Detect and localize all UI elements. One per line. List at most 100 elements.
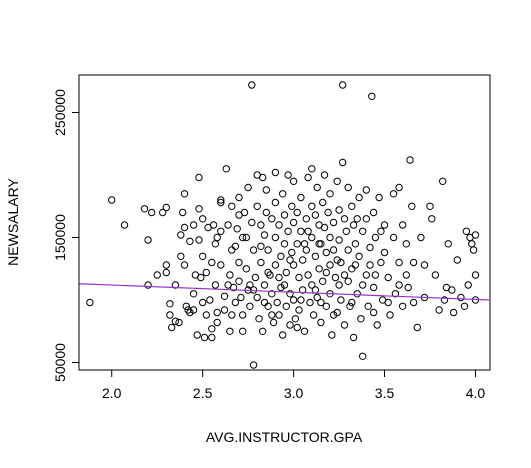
scatter-point-223 — [413, 323, 421, 332]
scatter-point-147 — [313, 183, 321, 192]
scatter-point-128 — [295, 273, 303, 282]
scatter-point-182 — [346, 302, 354, 310]
scatter-point-8 — [159, 208, 167, 217]
scatter-point-217 — [399, 302, 407, 310]
scatter-point-229 — [435, 306, 443, 314]
scatter-point-14 — [168, 323, 176, 332]
scatter-point-19 — [179, 208, 187, 217]
scatter-point-47 — [213, 308, 221, 317]
scatter-point-114 — [282, 302, 290, 310]
x-tick-label-4: 4.0 — [466, 385, 486, 401]
scatter-point-181 — [344, 277, 352, 285]
scatter-point-53 — [220, 292, 229, 300]
scatter-point-167 — [331, 273, 340, 282]
scatter-point-178 — [342, 227, 350, 236]
scatter-point-174 — [339, 81, 347, 89]
scatter-point-249 — [257, 242, 265, 251]
scatter-point-2 — [120, 221, 129, 229]
scatter-point-42 — [208, 325, 216, 333]
scatter-point-235 — [453, 256, 461, 264]
scatter-point-247 — [231, 242, 240, 251]
scatter-point-164 — [328, 331, 336, 339]
scatter-point-69 — [239, 311, 247, 319]
scatter-point-172 — [337, 258, 345, 267]
scatter-point-26 — [186, 308, 194, 317]
scatter-point-41 — [206, 296, 214, 304]
scatter-point-208 — [380, 248, 389, 257]
scatter-point-157 — [322, 248, 330, 257]
scatter-point-77 — [248, 81, 256, 89]
scatter-point-222 — [409, 258, 418, 267]
scatter-point-168 — [333, 177, 341, 186]
scatter-point-57 — [226, 271, 234, 279]
y-tick-label-1: 150000 — [52, 214, 68, 261]
scatter-point-226 — [426, 202, 434, 211]
scatter-point-272 — [359, 281, 367, 289]
scatter-point-271 — [348, 298, 356, 307]
scatter-point-232 — [444, 240, 452, 248]
scatter-point-202 — [371, 233, 380, 242]
scatter-point-153 — [319, 198, 327, 207]
scatter-point-197 — [364, 302, 372, 310]
scatter-point-83 — [253, 202, 261, 211]
scatter-point-269 — [322, 268, 330, 277]
scatter-point-124 — [289, 296, 298, 304]
scatter-point-176 — [340, 215, 349, 223]
scatter-point-170 — [335, 206, 343, 214]
y-tick-label-2: 250000 — [52, 89, 68, 136]
scatter-point-93 — [262, 208, 270, 217]
scatter-point-255 — [329, 311, 338, 319]
scatter-point-10 — [162, 268, 171, 277]
scatter-point-9 — [162, 203, 171, 212]
scatter-point-45 — [211, 240, 220, 248]
scatter-point-16 — [175, 318, 183, 327]
scatter-point-100 — [271, 168, 280, 177]
scatter-point-81 — [251, 273, 260, 282]
scatter-point-6 — [148, 208, 156, 217]
scatter-point-289 — [460, 302, 469, 310]
scatter-point-275 — [208, 258, 216, 267]
scatter-point-43 — [208, 333, 216, 342]
scatter-point-48 — [213, 318, 221, 327]
scatter-point-106 — [275, 221, 283, 229]
scatter-point-186 — [349, 333, 358, 342]
scatter-point-37 — [199, 298, 207, 307]
scatter-point-234 — [449, 308, 458, 317]
scatter-point-142 — [308, 233, 316, 242]
scatter-point-231 — [440, 296, 449, 304]
scatter-point-66 — [235, 258, 243, 267]
scatter-point-262 — [202, 311, 211, 319]
scatter-point-148 — [313, 293, 321, 302]
scatter-point-80 — [249, 246, 258, 254]
scatter-point-165 — [329, 218, 338, 227]
scatter-point-50 — [217, 198, 225, 207]
scatter-point-245 — [189, 306, 198, 314]
scatter-point-214 — [395, 183, 403, 192]
scatter-point-139 — [306, 298, 314, 307]
scatter-point-282 — [333, 256, 341, 264]
scatter-point-189 — [355, 193, 363, 202]
scatter-point-84 — [253, 293, 261, 302]
scatter-point-11 — [162, 261, 171, 269]
scatter-point-1 — [108, 196, 116, 204]
scatter-point-103 — [271, 261, 280, 269]
scatter-point-141 — [308, 202, 316, 211]
scatter-point-60 — [228, 246, 236, 254]
scatter-point-274 — [171, 281, 180, 289]
scatter-point-237 — [462, 227, 471, 236]
scatter-point-58 — [226, 327, 234, 335]
scatter-point-203 — [373, 321, 381, 329]
scatter-point-215 — [395, 258, 403, 267]
scatter-point-73 — [242, 265, 251, 273]
scatter-point-201 — [369, 283, 378, 292]
scatter-point-72 — [242, 233, 251, 242]
scatter-point-205 — [377, 258, 385, 267]
scatter-point-74 — [244, 183, 252, 192]
scatter-point-276 — [228, 311, 236, 319]
scatter-point-94 — [264, 246, 272, 254]
scatter-point-21 — [180, 223, 189, 232]
scatter-point-288 — [442, 283, 451, 292]
scatter-point-150 — [315, 265, 323, 273]
scatter-point-70 — [239, 327, 247, 335]
